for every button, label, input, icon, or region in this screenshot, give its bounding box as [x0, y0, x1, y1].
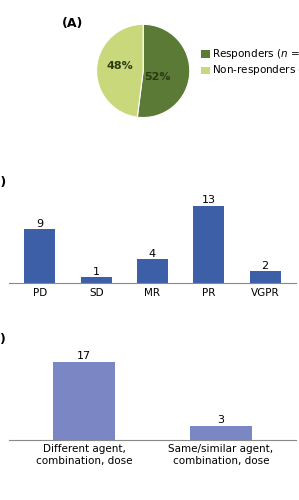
Text: 2: 2 — [262, 260, 269, 270]
Text: 52%: 52% — [144, 72, 170, 82]
Bar — [25, 230, 55, 283]
Text: 13: 13 — [202, 194, 216, 204]
Bar — [202, 66, 210, 74]
Text: 9: 9 — [36, 218, 43, 228]
Text: 4: 4 — [149, 248, 156, 258]
Bar — [190, 426, 251, 440]
Bar — [202, 50, 210, 58]
Text: (A): (A) — [62, 18, 83, 30]
Bar — [137, 260, 168, 283]
Bar — [250, 272, 280, 283]
Text: 3: 3 — [217, 415, 224, 425]
Bar — [81, 278, 112, 283]
Text: (B): (B) — [0, 176, 7, 189]
Bar — [54, 362, 115, 440]
Wedge shape — [137, 24, 190, 118]
Bar — [193, 206, 224, 284]
Text: Non-responders ($n$ = 14): Non-responders ($n$ = 14) — [212, 64, 299, 78]
Text: 1: 1 — [93, 266, 100, 276]
Text: (C): (C) — [0, 332, 7, 345]
Wedge shape — [97, 24, 143, 117]
Text: 48%: 48% — [106, 62, 133, 72]
Text: Responders ($n$ = 15): Responders ($n$ = 15) — [212, 47, 299, 61]
Text: 17: 17 — [77, 351, 91, 361]
